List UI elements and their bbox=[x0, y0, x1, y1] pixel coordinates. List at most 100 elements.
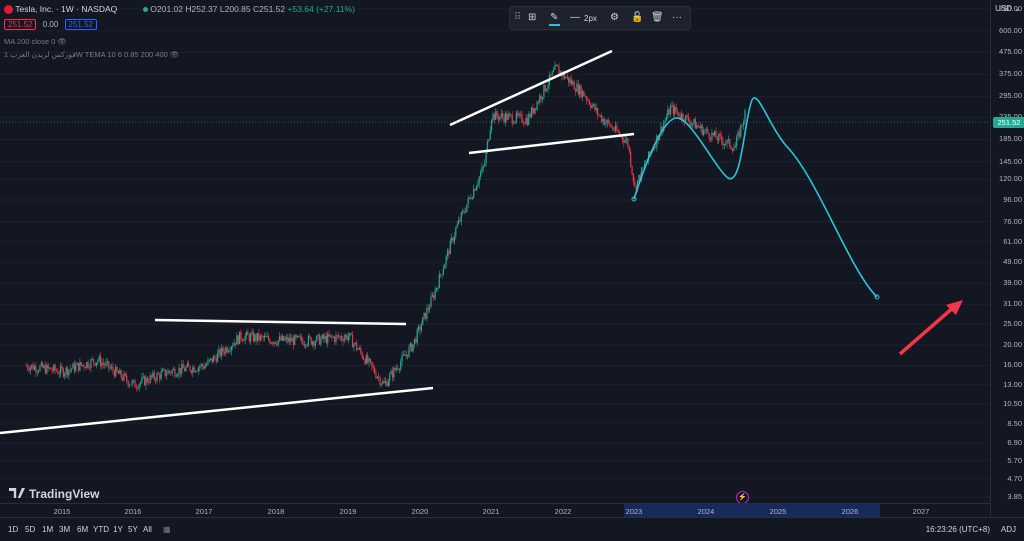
candle-body bbox=[278, 336, 281, 341]
lock-icon[interactable]: 🔓 bbox=[631, 12, 644, 23]
projection-start-point[interactable] bbox=[631, 196, 637, 202]
candle-body bbox=[470, 197, 472, 199]
chart-canvas[interactable] bbox=[0, 0, 990, 517]
indicator-ma-row[interactable]: MA 200 close 0 👁 bbox=[4, 37, 67, 46]
candle-body bbox=[331, 335, 333, 338]
candle-body bbox=[595, 107, 597, 111]
candle-body bbox=[272, 342, 274, 344]
currency-select[interactable]: USD ⌄ bbox=[995, 4, 1021, 13]
eye-icon[interactable]: 👁 bbox=[169, 50, 180, 59]
timeframe-1d[interactable]: 1D bbox=[8, 525, 19, 534]
trash-icon[interactable]: 🗑 bbox=[651, 12, 664, 23]
candle-body bbox=[28, 368, 30, 371]
candle-body bbox=[584, 96, 586, 98]
candle-body bbox=[199, 366, 201, 368]
candle-body bbox=[177, 374, 179, 376]
timeframe-1m[interactable]: 1M bbox=[42, 525, 54, 534]
candle-body bbox=[423, 312, 425, 318]
candle-body bbox=[707, 129, 709, 134]
candle-body bbox=[226, 347, 228, 353]
timeframe-all[interactable]: All bbox=[143, 525, 152, 534]
trendline-upper-wedge[interactable] bbox=[449, 49, 613, 127]
candle-body bbox=[502, 113, 504, 117]
candle-body bbox=[394, 367, 396, 370]
open-value: O201.02 bbox=[150, 4, 183, 14]
trendline-lower-support[interactable] bbox=[0, 386, 434, 435]
timeframe-3m[interactable]: 3M bbox=[59, 525, 71, 534]
spread-value: 0.00 bbox=[42, 20, 59, 29]
time-axis[interactable]: 2015 2016 2017 2018 2019 2020 2021 2022 … bbox=[0, 503, 990, 518]
price-tick: 39.00 bbox=[1003, 278, 1022, 288]
candle-body bbox=[598, 114, 600, 116]
candle-body bbox=[321, 334, 323, 339]
adj-toggle[interactable]: ADJ bbox=[1000, 525, 1016, 534]
candle-body bbox=[201, 364, 204, 367]
candle-body bbox=[591, 105, 593, 108]
bid-ask-row: 251.52 0.00 251.52 bbox=[4, 19, 97, 30]
drawing-toolbar[interactable]: ⠿ ⊞ ✎ — 2px ⚙ 🔓 🗑 ··· bbox=[509, 6, 691, 30]
indicator-tema-row[interactable]: فوركس لريدن العرب 1W TEMA 10 6 0.85 200 … bbox=[4, 50, 179, 59]
candle-body bbox=[54, 365, 56, 371]
candle-body bbox=[667, 109, 669, 118]
timeframe-ytd[interactable]: YTD bbox=[93, 525, 109, 534]
eye-icon[interactable]: 👁 bbox=[57, 37, 67, 46]
drag-handle-icon[interactable]: ⠿ bbox=[514, 12, 522, 23]
candle-body bbox=[672, 104, 674, 115]
ask-box[interactable]: 251.52 bbox=[64, 19, 97, 30]
candle-body bbox=[729, 139, 731, 148]
candle-body bbox=[88, 367, 91, 369]
candle-body bbox=[300, 336, 303, 341]
line-width-icon[interactable]: — bbox=[570, 12, 580, 23]
templates-icon[interactable]: ⊞ bbox=[528, 12, 537, 23]
timeframe-1y[interactable]: 1Y bbox=[113, 525, 123, 534]
candle-body bbox=[210, 358, 212, 360]
candle-body bbox=[36, 371, 38, 373]
settings-icon[interactable]: ⚙ bbox=[610, 12, 619, 23]
candle-body bbox=[435, 288, 438, 291]
year-label: 2023 bbox=[625, 507, 643, 516]
candle-body bbox=[328, 333, 330, 337]
year-label: 2021 bbox=[482, 507, 500, 516]
year-label: 2020 bbox=[411, 507, 429, 516]
price-tick: 375.00 bbox=[999, 69, 1022, 79]
candle-body bbox=[588, 100, 590, 105]
candle-body bbox=[259, 335, 261, 341]
candle-body bbox=[351, 334, 354, 348]
candle-body bbox=[405, 354, 407, 356]
year-label: 2015 bbox=[53, 507, 71, 516]
status-clock[interactable]: 16:23:26 (UTC+8) bbox=[925, 525, 990, 534]
candle-body bbox=[393, 367, 395, 378]
candle-body bbox=[565, 77, 567, 79]
candle-body bbox=[254, 334, 256, 342]
timeframe-5d[interactable]: 5D bbox=[25, 525, 36, 534]
candle-body bbox=[705, 129, 707, 131]
candle-body bbox=[504, 113, 506, 123]
projection-curve[interactable] bbox=[633, 97, 878, 298]
candle-body bbox=[327, 333, 329, 344]
candle-body bbox=[610, 126, 612, 128]
trendline-lower-wedge[interactable] bbox=[468, 132, 635, 155]
bid-box[interactable]: 251.52 bbox=[4, 19, 37, 30]
projection-end-point[interactable] bbox=[874, 294, 880, 300]
candle-body bbox=[733, 147, 735, 151]
candle-body bbox=[413, 338, 416, 345]
price-axis[interactable]: USD ⌄ 760.00 600.00 475.00 375.00 295.00 235.… bbox=[990, 0, 1024, 517]
candle-body bbox=[252, 332, 254, 342]
line-width-label[interactable]: 2px bbox=[584, 14, 597, 23]
price-chart[interactable]: Tesla, Inc. · 1W · NASDAQ O201.02 H252.3… bbox=[0, 0, 990, 518]
timeframe-6m[interactable]: 6M bbox=[77, 525, 89, 534]
candle-body bbox=[239, 331, 241, 344]
candle-body bbox=[612, 126, 614, 130]
candle-body bbox=[309, 336, 311, 338]
date-range-icon[interactable]: ▦ bbox=[163, 525, 171, 534]
candle-body bbox=[678, 112, 680, 117]
red-arrow[interactable] bbox=[898, 300, 963, 356]
timeframe-5y[interactable]: 5Y bbox=[128, 525, 138, 534]
candle-body bbox=[101, 362, 103, 367]
pencil-color-icon[interactable]: ✎ bbox=[550, 12, 559, 23]
candle-body bbox=[216, 353, 219, 362]
symbol-legend[interactable]: Tesla, Inc. · 1W · NASDAQ bbox=[4, 4, 117, 15]
tradingview-logo[interactable]: TradingView bbox=[9, 487, 99, 501]
trendline-upper-range[interactable] bbox=[154, 318, 407, 326]
more-icon[interactable]: ··· bbox=[672, 12, 682, 23]
